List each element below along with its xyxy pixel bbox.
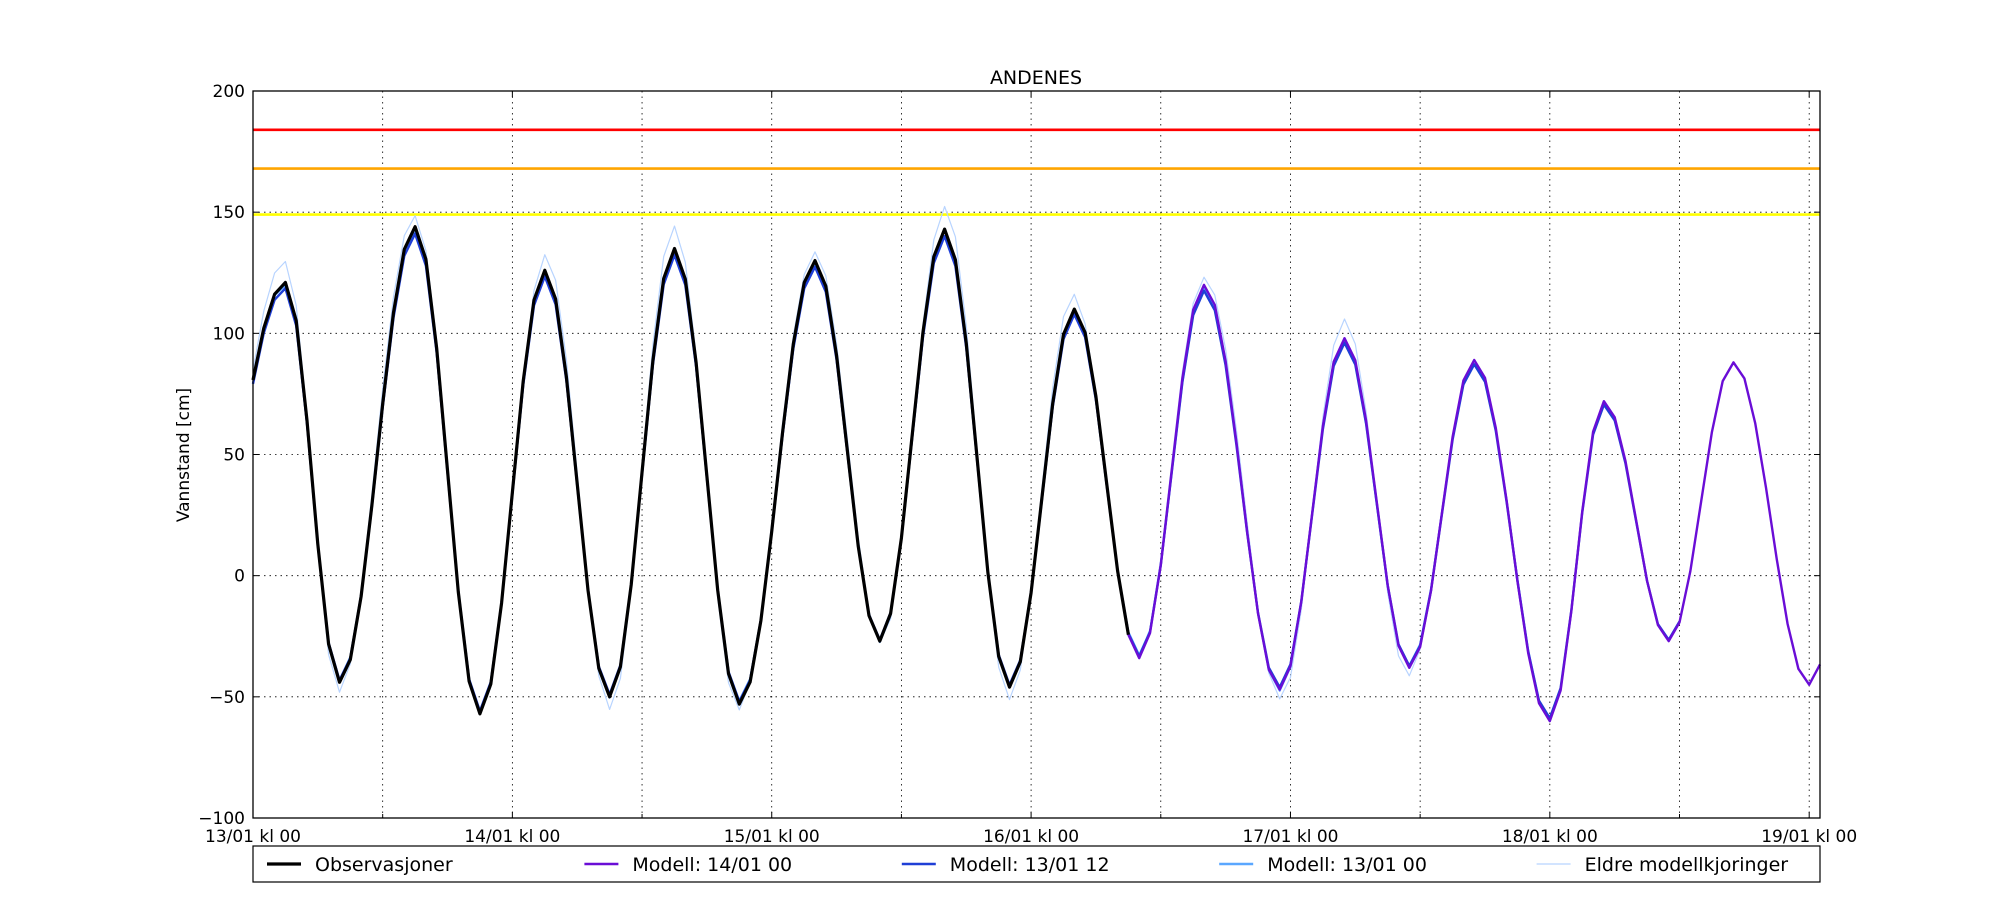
x-tick-label: 17/01 kl 00: [1242, 827, 1338, 847]
y-tick-label: 200: [213, 82, 245, 102]
y-axis-label: Vannstand [cm]: [174, 388, 194, 522]
threshold-layer: [253, 128, 1820, 216]
x-tick-label: 19/01 kl 00: [1761, 827, 1857, 847]
y-tick-label: 150: [213, 203, 245, 223]
y-tick-label: −50: [209, 688, 245, 708]
legend-label: Observasjoner: [315, 854, 453, 876]
chart-title: ANDENES: [990, 67, 1082, 89]
x-tick-label: 14/01 kl 00: [464, 827, 560, 847]
tick-layer: −100 −50 0 50 100 150 200 13/01 kl 00 14/01 kl 0…: [198, 82, 1857, 847]
legend-label: Modell: 14/01 00: [632, 854, 792, 876]
y-tick-label: 0: [234, 567, 245, 587]
legend: Observasjoner Modell: 14/01 00 Modell: 13/…: [252, 845, 1821, 883]
grid-layer: [253, 91, 1820, 818]
x-tick-label: 16/01 kl 00: [983, 827, 1079, 847]
y-tick-label: 50: [223, 446, 245, 466]
x-tick-label: 15/01 kl 00: [724, 827, 820, 847]
legend-label: Modell: 13/01 00: [1267, 854, 1427, 876]
series-layer: [251, 205, 1822, 723]
y-tick-label: 100: [213, 324, 245, 344]
x-tick-label: 18/01 kl 00: [1502, 827, 1598, 847]
y-tick-label: −100: [198, 809, 245, 829]
series-line-observasjoner: [251, 225, 1130, 716]
legend-label: Eldre modellkjoringer: [1585, 854, 1789, 876]
legend-label: Modell: 13/01 12: [950, 854, 1110, 876]
x-tick-label: 13/01 kl 00: [205, 827, 301, 847]
